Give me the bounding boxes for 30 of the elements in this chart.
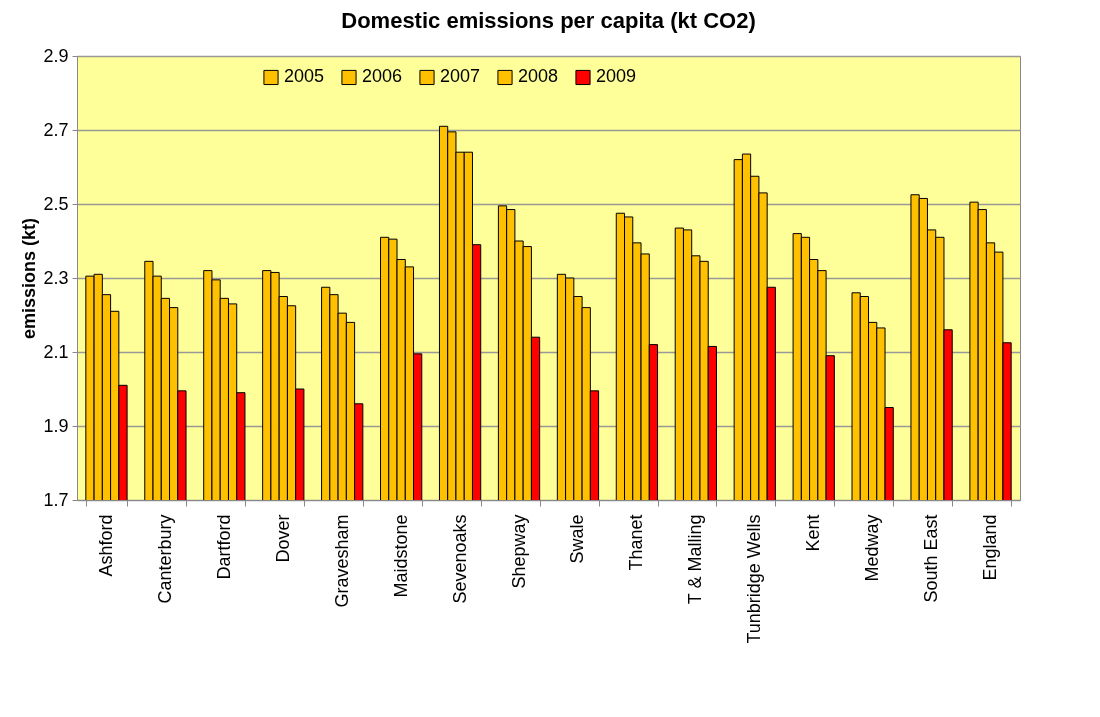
x-tick-label: Tunbridge Wells	[744, 514, 765, 644]
x-tick-label: Thanet	[626, 514, 647, 571]
y-tick-label: 2.7	[43, 119, 69, 140]
y-tick-label: 2.1	[43, 341, 69, 362]
x-tick-label: Gravesham	[331, 514, 352, 608]
x-tick-label: Sevenoaks	[449, 514, 470, 604]
x-tick-label: Dartford	[213, 514, 234, 580]
y-tick-label: 2.5	[43, 193, 69, 214]
y-tick-label: 2.9	[43, 45, 69, 66]
x-tick-label: Shepway	[508, 514, 529, 589]
y-tick-label: 2.3	[43, 267, 69, 288]
x-tick-label: Dover	[272, 514, 293, 563]
legend-label: 2008	[518, 66, 559, 87]
legend-label: 2009	[596, 66, 637, 87]
legend-label: 2005	[284, 66, 325, 87]
x-tick-label: Medway	[862, 514, 883, 582]
legend-label: 2007	[440, 66, 481, 87]
y-tick-label: 1.9	[43, 415, 69, 436]
x-tick-label: Ashford	[95, 514, 116, 577]
x-tick-label: Kent	[803, 514, 824, 552]
x-tick-label: South East	[921, 514, 942, 603]
legend-label: 2006	[362, 66, 403, 87]
y-tick-label: 1.7	[43, 489, 69, 510]
x-tick-label: Maidstone	[390, 514, 411, 598]
y-axis-title: emissions (kt)	[19, 217, 40, 340]
x-tick-label: Swale	[567, 514, 588, 564]
x-tick-label: T & Malling	[685, 514, 706, 605]
x-tick-label: England	[980, 514, 1001, 581]
x-tick-label: Canterbury	[154, 514, 175, 604]
chart-title: Domestic emissions per capita (kt CO2)	[341, 8, 756, 33]
